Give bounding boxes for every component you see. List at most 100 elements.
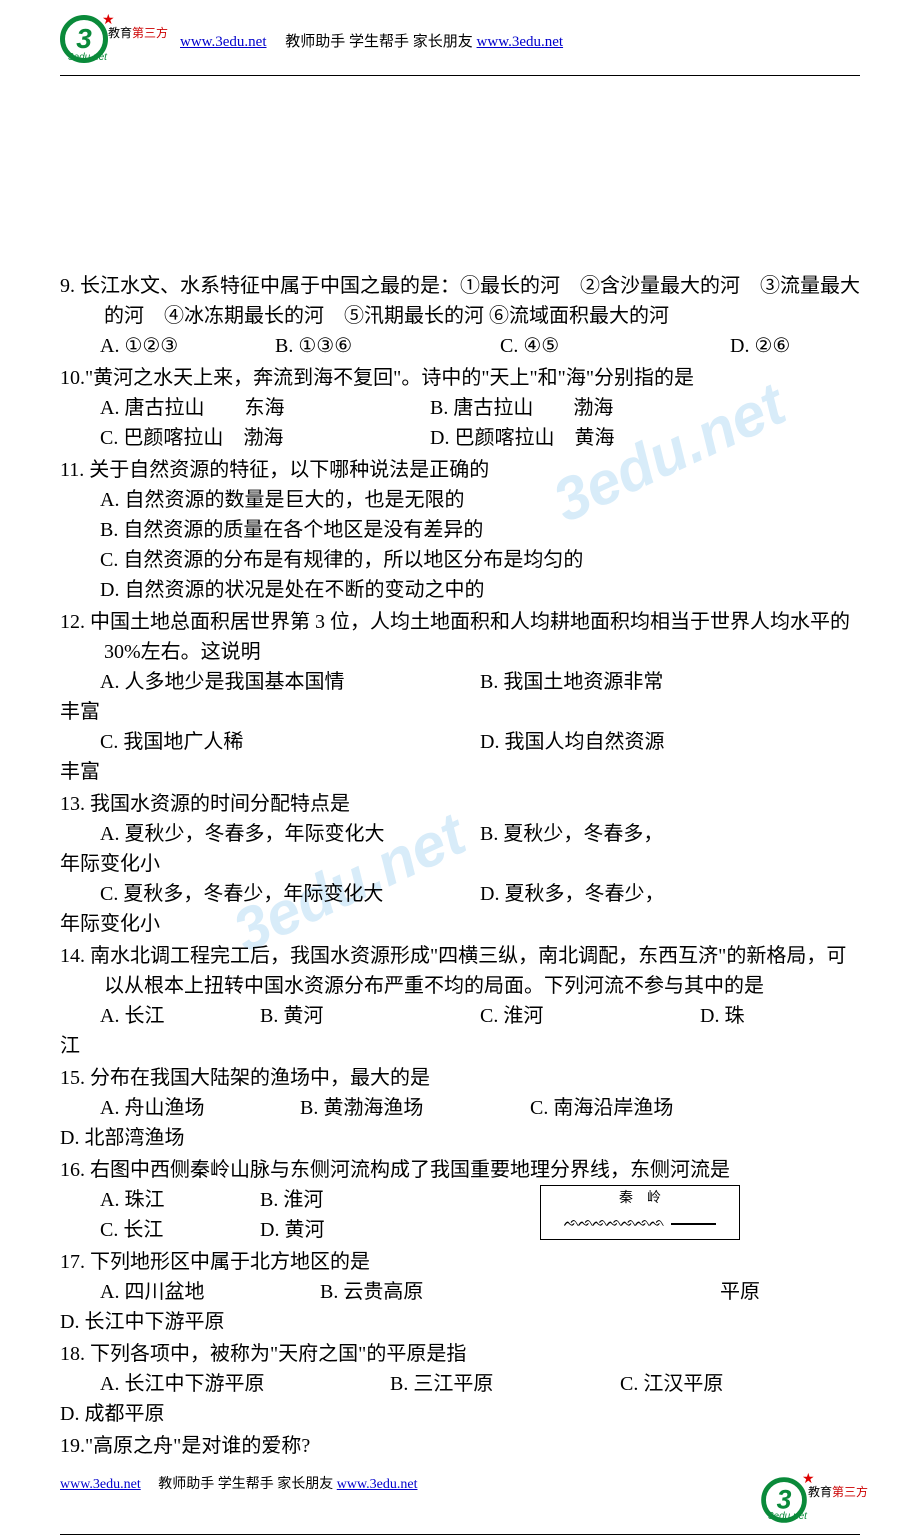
q16-row2: C. 长江 D. 黄河 — [60, 1215, 860, 1245]
q15-opt-c: C. 南海沿岸渔场 — [530, 1093, 673, 1123]
page-footer: www.3edu.net 教师助手 学生帮手 家长朋友 www.3edu.net… — [60, 1471, 860, 1535]
question-17: 17. 下列地形区中属于北方地区的是 A. 四川盆地 B. 云贵高原 平原 D.… — [60, 1247, 860, 1337]
q12-opt-d: D. 我国人均自然资源 — [480, 727, 664, 757]
q12-opt-a: A. 人多地少是我国基本国情 — [100, 667, 480, 697]
q16-opt-a: A. 珠江 — [100, 1185, 260, 1215]
q14-opt-b: B. 黄河 — [260, 1001, 480, 1031]
q15-options: A. 舟山渔场 B. 黄渤海渔场 C. 南海沿岸渔场 — [60, 1093, 860, 1123]
q13-row1: A. 夏秋少，冬春多，年际变化大 B. 夏秋少，冬春多， — [60, 819, 860, 849]
q14-options: A. 长江 B. 黄河 C. 淮河 D. 珠 — [60, 1001, 860, 1031]
qinling-diagram: 秦 岭 ᨒᨒᨒᨒᨒᨒᨒ — [540, 1185, 740, 1240]
q9-opt-c: C. ④⑤ — [500, 331, 730, 361]
question-9: 9. 长江水文、水系特征中属于中国之最的是：①最长的河 ②含沙量最大的河 ③流量… — [60, 271, 860, 361]
q15-opt-a: A. 舟山渔场 — [100, 1093, 300, 1123]
logo-number: 3 — [76, 23, 92, 55]
question-16: 16. 右图中西侧秦岭山脉与东侧河流构成了我国重要地理分界线，东侧河流是 秦 岭… — [60, 1155, 860, 1245]
q18-opt-a: A. 长江中下游平原 — [100, 1369, 390, 1399]
logo-top: 3 ★ 教育第三方 3edu.net — [60, 10, 140, 70]
question-18: 18. 下列各项中，被称为"天府之国"的平原是指 A. 长江中下游平原 B. 三… — [60, 1339, 860, 1429]
header-text: 教师助手 学生帮手 家长朋友 — [270, 34, 476, 50]
footer-link-1[interactable]: www.3edu.net — [60, 1477, 141, 1492]
content-area: 3edu.net 3edu.net 9. 长江水文、水系特征中属于中国之最的是：… — [0, 91, 920, 1461]
diagram-label: 秦 岭 — [541, 1188, 739, 1209]
q12-opt-b: B. 我国土地资源非常 — [480, 667, 663, 697]
q10-stem: 10."黄河之水天上来，奔流到海不复回"。诗中的"天上"和"海"分别指的是 — [60, 363, 860, 393]
footer-link-2[interactable]: www.3edu.net — [337, 1477, 418, 1492]
q10-opt-a: A. 唐古拉山 东海 — [100, 393, 430, 423]
footer-logo-url: 3edu.net — [768, 1511, 807, 1522]
q12-stem: 12. 中国土地总面积居世界第 3 位，人均土地面积和人均耕地面积均相当于世界人… — [60, 607, 860, 667]
q10-opt-c: C. 巴颜喀拉山 渤海 — [100, 423, 430, 453]
q9-opt-d: D. ②⑥ — [730, 331, 790, 361]
q11-opt-a: A. 自然资源的数量是巨大的，也是无限的 — [60, 485, 860, 515]
q13-opt-b2: 年际变化小 — [60, 849, 860, 879]
q9-options: A. ①②③ B. ①③⑥ C. ④⑤ D. ②⑥ — [60, 331, 860, 361]
q14-opt-a: A. 长江 — [100, 1001, 260, 1031]
q9-opt-b: B. ①③⑥ — [275, 331, 500, 361]
footer-links: www.3edu.net 教师助手 学生帮手 家长朋友 www.3edu.net — [60, 1471, 418, 1493]
q17-opt-a: A. 四川盆地 — [100, 1277, 320, 1307]
q9-stem: 9. 长江水文、水系特征中属于中国之最的是：①最长的河 ②含沙量最大的河 ③流量… — [60, 271, 860, 331]
q16-opt-c: C. 长江 — [100, 1215, 260, 1245]
q12-opt-c: C. 我国地广人稀 — [100, 727, 480, 757]
question-15: 15. 分布在我国大陆架的渔场中，最大的是 A. 舟山渔场 B. 黄渤海渔场 C… — [60, 1063, 860, 1153]
logo-url: 3edu.net — [68, 52, 107, 63]
header-link-1[interactable]: www.3edu.net — [180, 34, 267, 50]
q11-opt-b: B. 自然资源的质量在各个地区是没有差异的 — [60, 515, 860, 545]
q10-row2: C. 巴颜喀拉山 渤海 D. 巴颜喀拉山 黄海 — [60, 423, 860, 453]
q13-opt-b: B. 夏秋少，冬春多， — [480, 819, 663, 849]
q14-stem: 14. 南水北调工程完工后，我国水资源形成"四横三纵，南北调配，东西互济"的新格… — [60, 941, 860, 1001]
q19-stem: 19."高原之舟"是对谁的爱称? — [60, 1431, 860, 1461]
q16-stem: 16. 右图中西侧秦岭山脉与东侧河流构成了我国重要地理分界线，东侧河流是 — [60, 1155, 860, 1185]
question-12: 12. 中国土地总面积居世界第 3 位，人均土地面积和人均耕地面积均相当于世界人… — [60, 607, 860, 787]
q12-row2: C. 我国地广人稀 D. 我国人均自然资源 — [60, 727, 860, 757]
q13-opt-c: C. 夏秋多，冬春少，年际变化大 — [100, 879, 480, 909]
page-header: 3 ★ 教育第三方 3edu.net www.3edu.net 教师助手 学生帮… — [60, 0, 860, 76]
q13-opt-a: A. 夏秋少，冬春多，年际变化大 — [100, 819, 480, 849]
header-link-2[interactable]: www.3edu.net — [477, 34, 564, 50]
q10-opt-d: D. 巴颜喀拉山 黄海 — [430, 423, 614, 453]
header-links: www.3edu.net 教师助手 学生帮手 家长朋友 www.3edu.net — [180, 30, 860, 51]
q10-opt-b: B. 唐古拉山 渤海 — [430, 393, 613, 423]
q17-opt-d: D. 长江中下游平原 — [60, 1307, 860, 1337]
q11-opt-d: D. 自然资源的状况是处在不断的变动之中的 — [60, 575, 860, 605]
q12-opt-d2: 丰富 — [60, 757, 860, 787]
q13-opt-d2: 年际变化小 — [60, 909, 860, 939]
q12-row1: A. 人多地少是我国基本国情 B. 我国土地资源非常 — [60, 667, 860, 697]
q12-opt-b2: 丰富 — [60, 697, 860, 727]
question-11: 11. 关于自然资源的特征，以下哪种说法是正确的 A. 自然资源的数量是巨大的，… — [60, 455, 860, 605]
logo-bottom: 3 ★ 教育第三方 3edu.net — [760, 1471, 860, 1526]
q9-opt-a: A. ①②③ — [100, 331, 275, 361]
q17-options: A. 四川盆地 B. 云贵高原 平原 — [60, 1277, 860, 1307]
q13-row2: C. 夏秋多，冬春少，年际变化大 D. 夏秋多，冬春少， — [60, 879, 860, 909]
q13-opt-d: D. 夏秋多，冬春少， — [480, 879, 664, 909]
q14-opt-c: C. 淮河 — [480, 1001, 700, 1031]
question-14: 14. 南水北调工程完工后，我国水资源形成"四横三纵，南北调配，东西互济"的新格… — [60, 941, 860, 1061]
q13-stem: 13. 我国水资源的时间分配特点是 — [60, 789, 860, 819]
q18-options: A. 长江中下游平原 B. 三江平原 C. 江汉平原 — [60, 1369, 860, 1399]
q16-row1: A. 珠江 B. 淮河 — [60, 1185, 860, 1215]
q14-opt-d: D. 珠 — [700, 1001, 744, 1031]
q18-opt-d: D. 成都平原 — [60, 1399, 860, 1429]
q17-opt-c: 平原 — [720, 1277, 760, 1307]
q14-opt-d2: 江 — [60, 1031, 860, 1061]
q17-opt-b: B. 云贵高原 — [320, 1277, 720, 1307]
q10-row1: A. 唐古拉山 东海 B. 唐古拉山 渤海 — [60, 393, 860, 423]
q18-opt-c: C. 江汉平原 — [620, 1369, 723, 1399]
question-19: 19."高原之舟"是对谁的爱称? — [60, 1431, 860, 1461]
q15-opt-b: B. 黄渤海渔场 — [300, 1093, 530, 1123]
question-10: 10."黄河之水天上来，奔流到海不复回"。诗中的"天上"和"海"分别指的是 A.… — [60, 363, 860, 453]
q16-opt-b: B. 淮河 — [260, 1185, 323, 1215]
logo-text-cn: 教育第三方 — [108, 24, 168, 41]
question-13: 13. 我国水资源的时间分配特点是 A. 夏秋少，冬春多，年际变化大 B. 夏秋… — [60, 789, 860, 939]
q11-stem: 11. 关于自然资源的特征，以下哪种说法是正确的 — [60, 455, 860, 485]
q18-stem: 18. 下列各项中，被称为"天府之国"的平原是指 — [60, 1339, 860, 1369]
footer-logo-text: 教育第三方 — [808, 1483, 868, 1500]
footer-text: 教师助手 学生帮手 家长朋友 — [144, 1477, 337, 1492]
q15-stem: 15. 分布在我国大陆架的渔场中，最大的是 — [60, 1063, 860, 1093]
q11-opt-c: C. 自然资源的分布是有规律的，所以地区分布是均匀的 — [60, 545, 860, 575]
q18-opt-b: B. 三江平原 — [390, 1369, 620, 1399]
diagram-mountains: ᨒᨒᨒᨒᨒᨒᨒ — [541, 1212, 739, 1232]
q17-stem: 17. 下列地形区中属于北方地区的是 — [60, 1247, 860, 1277]
q16-opt-d: D. 黄河 — [260, 1215, 324, 1245]
